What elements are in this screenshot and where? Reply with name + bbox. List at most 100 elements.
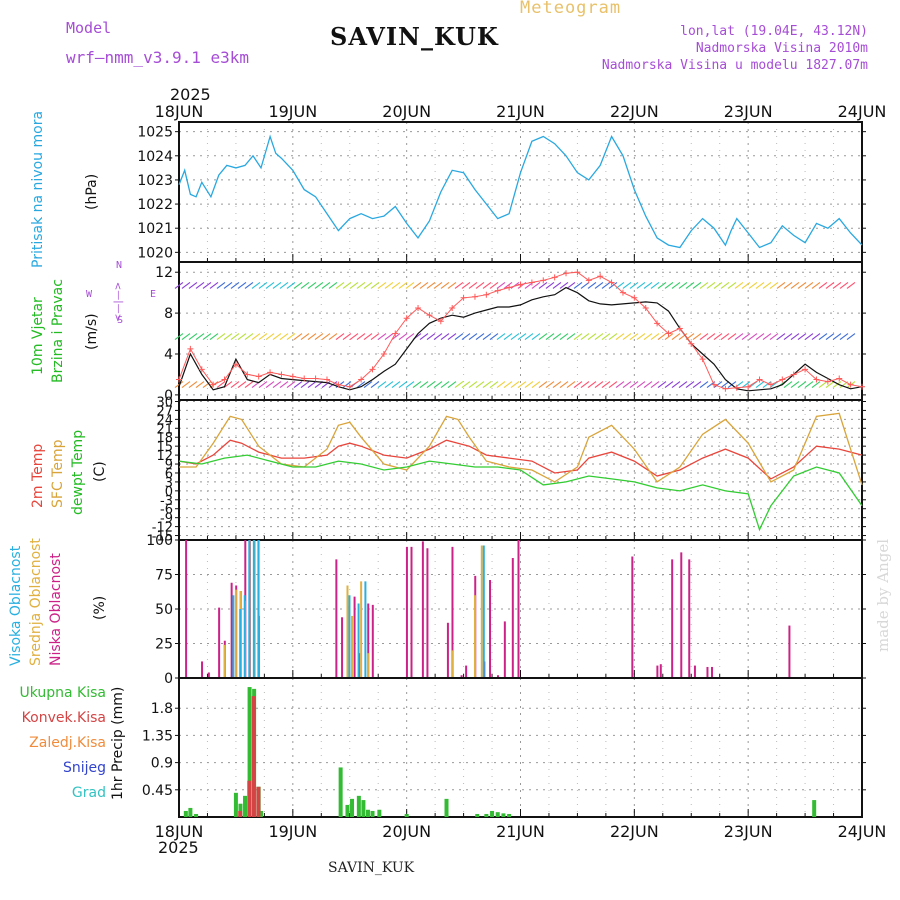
legend-total: Ukupna Kisa [19,685,106,701]
wind-barb [363,282,373,289]
wind-barb [699,381,709,389]
wind-barb [307,333,317,340]
y-tick-label: -15 [152,530,173,545]
wind-gust-marker [619,289,626,296]
wind-barb [426,381,436,389]
y-tick-label: 1.35 [142,728,173,744]
wind-barb [769,282,779,289]
wind-gust-marker [597,273,604,280]
wind-barb [188,282,198,289]
wind-barb [762,282,772,289]
wind-barb [615,333,625,340]
wind-barb [727,282,737,289]
wind-barb [762,381,772,389]
wind-speed-line [178,286,863,392]
wind-barb [783,333,793,340]
wind-barb [335,282,345,289]
wind-gust-marker [813,376,820,383]
x-tick-top-label: 22JUN [610,102,659,121]
pressure-series-0 [178,134,863,249]
wind-barb [230,282,240,289]
wind-gust-marker [483,291,490,298]
y-tick-label: 0.9 [151,756,173,772]
wind-barb [370,381,380,389]
wind-barb [720,282,730,289]
wind-barb [734,333,744,340]
y-tick-label: 25 [155,637,173,653]
wind-barb [209,333,219,340]
wind-barb [321,282,331,289]
wind-barb [174,333,184,340]
wind-barb [461,282,471,289]
model-altitude: Nadmorska Visina u modelu 1827.07m [601,58,868,73]
wind-barb [657,282,667,289]
wind-barb [181,333,191,340]
precip-bar-conv [238,810,243,817]
y-tick-label: 1021 [137,221,173,237]
wind-barb [769,333,779,340]
x-tick-top-label: 23JUN [724,102,773,121]
wind-gust-marker [540,277,547,284]
wind-barb [356,381,366,389]
y-tick-label: 75 [155,568,173,584]
y-tick-label: 24 [156,413,173,428]
wind-barb [671,381,681,389]
wind-barb [272,381,282,389]
wind-barb [762,333,772,340]
wind-barb [440,282,450,289]
wind-barb [468,333,478,340]
x-tick-bottom-label: 22JUN [610,822,659,841]
wind-barb [713,282,723,289]
wind-gust-marker [312,375,319,382]
x-tick-bottom-label: 18JUN [155,822,204,841]
y-tick-label: 12 [155,265,173,281]
y-tick-label: 0 [165,485,173,500]
wind-barb [258,333,268,340]
precip-bar-total [356,795,361,817]
wind-barb [510,333,520,340]
wind-gust-marker [232,361,239,368]
wind-barb [482,333,492,340]
precip-bar-total [370,810,375,817]
wind-barb [636,381,646,389]
legend-frz: Zaledj.Kisa [29,735,106,751]
wind-gust-marker [676,325,683,332]
wind-gust-marker [517,281,524,288]
precip-bar-total [377,809,382,817]
wind-barb [244,381,254,389]
wind-barb [776,282,786,289]
wind-gust-marker [449,305,456,311]
x-tick-bottom-label: 21JUN [496,822,545,841]
wind-barb [615,381,625,389]
wind-barb [349,333,359,340]
precip-bar-total [345,804,350,817]
wind-barb [608,333,618,340]
wind-barb [454,333,464,340]
wind-gust-marker [722,385,729,392]
wind-barb [356,333,366,340]
wind-barb [755,282,765,289]
wind-barb [496,381,506,389]
precip-bar-total [258,810,263,817]
wind-barb [307,282,317,289]
precip-bar-total [495,812,500,817]
wind-barb [524,381,534,389]
wind-barb [342,333,352,340]
y-tick-label: 9 [165,458,173,473]
wind-barb [601,282,611,289]
wind-gust-marker [460,294,467,301]
wind-gust-marker [403,315,410,322]
wind-barb [552,381,562,389]
wind-barb [482,381,492,389]
precip-bar-total [501,813,506,817]
wind-barb [790,333,800,340]
wind-barb [433,282,443,289]
wind-barb [398,333,408,340]
wind-gust-marker [779,376,786,383]
wind-barb [181,381,191,389]
wind-barb [594,333,604,340]
wind-barb [482,282,492,289]
precip-bar-total [404,813,409,817]
wind-barb [237,282,247,289]
